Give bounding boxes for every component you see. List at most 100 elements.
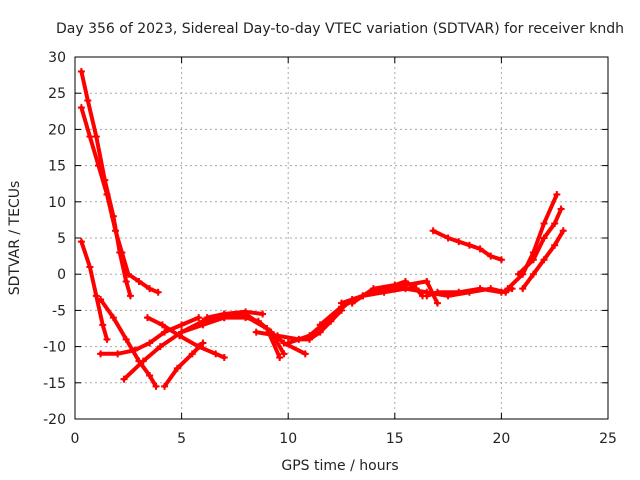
chart-title: Day 356 of 2023, Sidereal Day-to-day VTE… xyxy=(56,21,624,37)
data-point xyxy=(84,96,92,104)
data-point xyxy=(487,252,495,260)
data-point xyxy=(122,335,130,343)
data-point xyxy=(274,332,282,340)
data-point xyxy=(199,321,207,329)
data-point xyxy=(109,314,117,322)
y-tick-label: 0 xyxy=(57,267,66,283)
series-track xyxy=(79,105,161,295)
data-point xyxy=(455,288,463,296)
data-point xyxy=(120,375,128,383)
data-point xyxy=(103,191,111,199)
data-point xyxy=(551,241,559,249)
series-track xyxy=(162,341,205,389)
data-point xyxy=(369,285,377,293)
data-point xyxy=(77,67,85,75)
y-tick-label: 20 xyxy=(48,122,66,138)
data-point xyxy=(504,285,512,293)
y-tick-label: 15 xyxy=(48,159,66,175)
series-track-2 xyxy=(77,104,162,296)
data-point xyxy=(444,234,452,242)
data-point xyxy=(220,353,228,361)
data-point xyxy=(380,288,388,296)
data-point xyxy=(540,220,548,228)
y-tick-label: 25 xyxy=(48,86,66,102)
series-track-21 xyxy=(519,227,567,293)
data-point xyxy=(306,332,314,340)
data-point xyxy=(156,343,164,351)
data-point xyxy=(455,238,463,246)
data-point xyxy=(99,321,107,329)
data-point xyxy=(139,357,147,365)
data-point xyxy=(114,350,122,358)
data-point xyxy=(77,238,85,246)
data-point xyxy=(161,382,169,390)
x-tick-label: 0 xyxy=(71,431,80,447)
data-point xyxy=(86,133,94,141)
data-point xyxy=(154,288,162,296)
x-tick-label: 5 xyxy=(177,431,186,447)
x-tick-label: 10 xyxy=(279,431,297,447)
data-point xyxy=(126,292,134,300)
data-point xyxy=(252,328,260,336)
data-point xyxy=(178,328,186,336)
data-point xyxy=(429,227,437,235)
series-track-16 xyxy=(348,277,427,307)
data-point xyxy=(173,364,181,372)
data-point xyxy=(348,299,356,307)
y-tick-label: 30 xyxy=(48,50,66,66)
data-point xyxy=(557,205,565,213)
data-point xyxy=(161,328,169,336)
y-tick-label: 5 xyxy=(57,231,66,247)
data-point xyxy=(476,245,484,253)
data-point xyxy=(301,350,309,358)
data-point xyxy=(103,335,111,343)
y-tick-label: -20 xyxy=(43,412,66,428)
series-track-18 xyxy=(429,227,505,264)
data-point xyxy=(401,277,409,285)
data-point xyxy=(338,299,345,307)
data-point xyxy=(175,332,183,340)
series-track-3 xyxy=(77,238,111,343)
data-point xyxy=(112,227,120,235)
data-point xyxy=(131,346,139,354)
series-track-8 xyxy=(161,339,207,390)
data-point xyxy=(497,256,505,264)
axis-ticks: 0 5 10 15 20 25 -20 -15 -10 -5 0 5 10 15 20 25 30 xyxy=(43,50,617,447)
data-point xyxy=(412,285,420,293)
data-point xyxy=(97,350,105,358)
data-point xyxy=(86,263,94,271)
y-tick-label: 10 xyxy=(48,195,66,211)
data-point xyxy=(423,277,431,285)
data-point xyxy=(146,285,154,293)
data-point xyxy=(284,339,292,347)
x-tick-label: 20 xyxy=(492,431,510,447)
data-point xyxy=(188,350,196,358)
data-point xyxy=(199,339,207,347)
data-point xyxy=(519,285,527,293)
data-point xyxy=(433,299,441,307)
data-point xyxy=(158,321,166,329)
data-point xyxy=(152,382,160,390)
data-point xyxy=(143,314,151,322)
data-point xyxy=(146,339,154,347)
series-track-20 xyxy=(514,205,565,278)
data-point xyxy=(122,277,130,285)
data-point xyxy=(540,256,548,264)
data-point xyxy=(540,234,548,242)
data-point xyxy=(391,281,399,289)
data-point xyxy=(146,372,154,380)
x-axis-label: GPS time / hours xyxy=(281,458,398,474)
data-point xyxy=(551,220,559,228)
data-point xyxy=(97,296,105,304)
data-point xyxy=(529,270,537,278)
data-point xyxy=(553,191,561,199)
series-track xyxy=(350,279,425,306)
y-tick-label: -10 xyxy=(43,340,66,356)
data-point xyxy=(94,162,102,170)
data-point xyxy=(220,314,228,322)
data-point xyxy=(433,288,441,296)
data-point xyxy=(242,314,250,322)
data-point xyxy=(135,277,143,285)
